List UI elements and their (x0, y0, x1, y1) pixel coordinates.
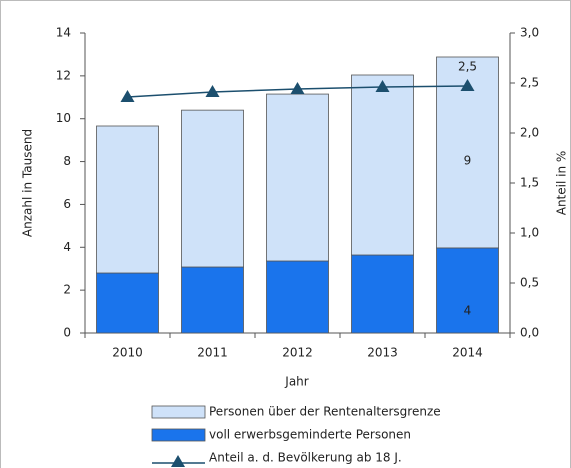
y-tick-label: 14 (56, 26, 71, 40)
y-tick-label: 2 (63, 283, 71, 297)
legend-marker (171, 455, 185, 467)
line-marker (375, 80, 390, 92)
y2-tick-label: 1,0 (520, 226, 539, 240)
y-axis-title: Anzahl in Tausend (21, 129, 35, 237)
y-tick-label: 8 (63, 154, 71, 168)
y2-tick-label: 2,0 (520, 126, 539, 140)
line-marker (460, 79, 475, 91)
x-tick-label: 2012 (282, 346, 313, 360)
y-tick-label: 4 (63, 240, 71, 254)
bar (96, 272, 159, 334)
data-label: 2,5 (458, 60, 477, 74)
line-marker (290, 82, 305, 94)
bar (351, 74, 414, 256)
x-tick-label: 2014 (452, 346, 483, 360)
y-tick-label: 6 (63, 197, 71, 211)
bar (96, 125, 159, 274)
data-label: 4 (464, 304, 472, 318)
y2-tick-label: 2,5 (520, 76, 539, 90)
y-tick-label: 12 (56, 68, 71, 82)
line-marker (120, 90, 135, 102)
y2-axis-title: Anteil in % (555, 151, 569, 216)
legend-label: Personen über der Rentenaltersgrenze (209, 405, 441, 419)
bar (351, 254, 414, 334)
x-tick-label: 2010 (112, 346, 143, 360)
x-tick-label: 2011 (197, 346, 228, 360)
legend-label: Anteil a. d. Bevölkerung ab 18 J. (209, 451, 402, 465)
bar (266, 93, 329, 262)
x-axis-title: Jahr (284, 375, 308, 389)
y2-tick-label: 1,5 (520, 176, 539, 190)
bar (181, 109, 244, 268)
bar (181, 266, 244, 334)
data-label: 9 (464, 153, 472, 167)
y-tick-label: 10 (56, 111, 71, 125)
legend-label: voll erwerbsgeminderte Personen (209, 428, 411, 442)
bar (436, 247, 499, 334)
x-tick-label: 2013 (367, 346, 398, 360)
legend-swatch (151, 405, 206, 419)
legend-swatch (151, 428, 206, 442)
line-marker (205, 85, 220, 97)
y2-tick-label: 0,0 (520, 326, 539, 340)
y-tick-label: 0 (63, 326, 71, 340)
bar (266, 260, 329, 334)
y2-tick-label: 0,5 (520, 276, 539, 290)
y2-tick-label: 3,0 (520, 26, 539, 40)
